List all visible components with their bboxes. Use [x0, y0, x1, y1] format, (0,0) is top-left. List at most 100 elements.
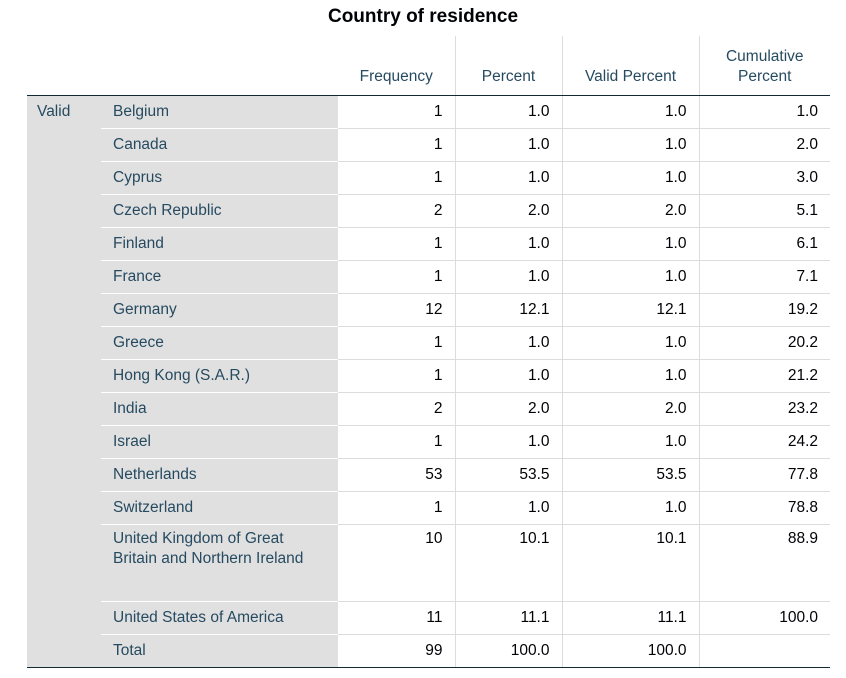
- row-label: Cyprus: [101, 160, 338, 194]
- row-label: Netherlands: [101, 457, 338, 491]
- cell-cumulative-percent: 77.8: [698, 457, 830, 491]
- cell-cumulative-percent: 2.0: [698, 127, 830, 161]
- cell-cumulative-percent: [698, 633, 830, 668]
- cell-frequency: 99: [338, 633, 455, 668]
- table-row: Czech Republic 2 2.0 2.0 5.1: [27, 193, 830, 227]
- cell-frequency: 11: [338, 600, 455, 634]
- cell-percent: 1.0: [454, 424, 562, 458]
- table-row: Valid Belgium 1 1.0 1.0 1.0: [27, 95, 830, 668]
- table-title: Country of residence: [327, 6, 519, 27]
- cell-cumulative-percent: 100.0: [698, 600, 830, 634]
- cell-cumulative-percent: 24.2: [698, 424, 830, 458]
- cell-valid-percent: 100.0: [561, 633, 699, 668]
- row-label: United States of America: [101, 600, 338, 634]
- row-label: Switzerland: [101, 490, 338, 524]
- row-label: Israel: [101, 424, 338, 458]
- cell-valid-percent: 1.0: [561, 325, 699, 359]
- table-row: India 2 2.0 2.0 23.2: [27, 391, 830, 425]
- row-label: Total: [101, 633, 338, 668]
- cell-valid-percent: 1.0: [561, 160, 699, 194]
- cell-frequency: 2: [338, 193, 455, 227]
- table-row: Switzerland 1 1.0 1.0 78.8: [27, 490, 830, 524]
- row-label: Greece: [101, 325, 338, 359]
- row-group-label: Valid: [27, 95, 101, 668]
- row-label: Canada: [101, 127, 338, 161]
- cell-percent: 1.0: [454, 259, 562, 293]
- row-label: France: [101, 259, 338, 293]
- cell-cumulative-percent: 88.9: [698, 523, 830, 601]
- cell-percent: 1.0: [454, 127, 562, 161]
- cell-valid-percent: 2.0: [561, 193, 699, 227]
- cell-percent: 1.0: [454, 358, 562, 392]
- cell-frequency: 1: [338, 358, 455, 392]
- cell-frequency: 1: [338, 325, 455, 359]
- row-label: Hong Kong (S.A.R.): [101, 358, 338, 392]
- cell-frequency: 53: [338, 457, 455, 491]
- header-percent: Percent: [454, 36, 562, 96]
- table-row: Greece 1 1.0 1.0 20.2: [27, 325, 830, 359]
- cell-frequency: 1: [338, 490, 455, 524]
- cell-percent: 1.0: [454, 160, 562, 194]
- header-valid-percent: Valid Percent: [561, 36, 699, 96]
- cell-percent: 1.0: [454, 325, 562, 359]
- cell-valid-percent: 1.0: [561, 490, 699, 524]
- cell-frequency: 1: [338, 424, 455, 458]
- cell-cumulative-percent: 1.0: [698, 95, 830, 128]
- cell-percent: 10.1: [454, 523, 562, 601]
- cell-cumulative-percent: 20.2: [698, 325, 830, 359]
- header-frequency: Frequency: [338, 36, 455, 96]
- table-row: United Kingdom of Great Britain and Nort…: [27, 523, 830, 601]
- cell-percent: 1.0: [454, 226, 562, 260]
- cell-cumulative-percent: 21.2: [698, 358, 830, 392]
- table-row: France 1 1.0 1.0 7.1: [27, 259, 830, 293]
- cell-valid-percent: 11.1: [561, 600, 699, 634]
- cell-cumulative-percent: 23.2: [698, 391, 830, 425]
- cell-valid-percent: 12.1: [561, 292, 699, 326]
- cell-cumulative-percent: 5.1: [698, 193, 830, 227]
- cell-cumulative-percent: 78.8: [698, 490, 830, 524]
- cell-frequency: 2: [338, 391, 455, 425]
- table-row: Finland 1 1.0 1.0 6.1: [27, 226, 830, 260]
- row-label: Finland: [101, 226, 338, 260]
- cell-percent: 1.0: [454, 95, 562, 128]
- cell-cumulative-percent: 6.1: [698, 226, 830, 260]
- cell-cumulative-percent: 19.2: [698, 292, 830, 326]
- cell-percent: 100.0: [454, 633, 562, 668]
- cell-valid-percent: 1.0: [561, 424, 699, 458]
- cell-valid-percent: 1.0: [561, 226, 699, 260]
- table-row: Netherlands 53 53.5 53.5 77.8: [27, 457, 830, 491]
- cell-frequency: 1: [433, 102, 443, 120]
- row-label: Germany: [101, 292, 338, 326]
- cell-valid-percent: 1.0: [561, 259, 699, 293]
- header-corner: [27, 36, 338, 96]
- frequency-table: Frequency Percent Valid Percent Cumulati…: [27, 36, 830, 668]
- cell-valid-percent: 1.0: [561, 127, 699, 161]
- cell-percent: 2.0: [454, 391, 562, 425]
- cell-valid-percent: 10.1: [561, 523, 699, 601]
- cell-frequency: 1: [338, 160, 455, 194]
- row-label: Czech Republic: [101, 193, 338, 227]
- table-row: Total 99 100.0 100.0: [27, 633, 830, 668]
- cell-cumulative-percent: 7.1: [698, 259, 830, 293]
- cell-percent: 12.1: [454, 292, 562, 326]
- table-row: Canada 1 1.0 1.0 2.0: [27, 127, 830, 161]
- row-label: Belgium: [101, 95, 338, 128]
- table-row: United States of America 11 11.1 11.1 100.0: [27, 600, 830, 634]
- cell-frequency: 1: [338, 127, 455, 161]
- cell-percent: 11.1: [454, 600, 562, 634]
- cell-percent: 2.0: [454, 193, 562, 227]
- table-row: Israel 1 1.0 1.0 24.2: [27, 424, 830, 458]
- table-row: Germany 12 12.1 12.1 19.2: [27, 292, 830, 326]
- row-label: India: [101, 391, 338, 425]
- cell-valid-percent: 1.0: [561, 358, 699, 392]
- cell-valid-percent: 1.0: [561, 95, 699, 128]
- cell-valid-percent: 53.5: [561, 457, 699, 491]
- table-row: Hong Kong (S.A.R.) 1 1.0 1.0 21.2: [27, 358, 830, 392]
- cell-frequency: 1: [338, 226, 455, 260]
- cell-frequency: 10: [338, 523, 455, 601]
- cell-valid-percent: 2.0: [561, 391, 699, 425]
- header-row: Frequency Percent Valid Percent Cumulati…: [27, 36, 830, 96]
- table-row: Cyprus 1 1.0 1.0 3.0: [27, 160, 830, 194]
- row-label: United Kingdom of Great Britain and Nort…: [101, 523, 338, 601]
- cell-percent: 53.5: [454, 457, 562, 491]
